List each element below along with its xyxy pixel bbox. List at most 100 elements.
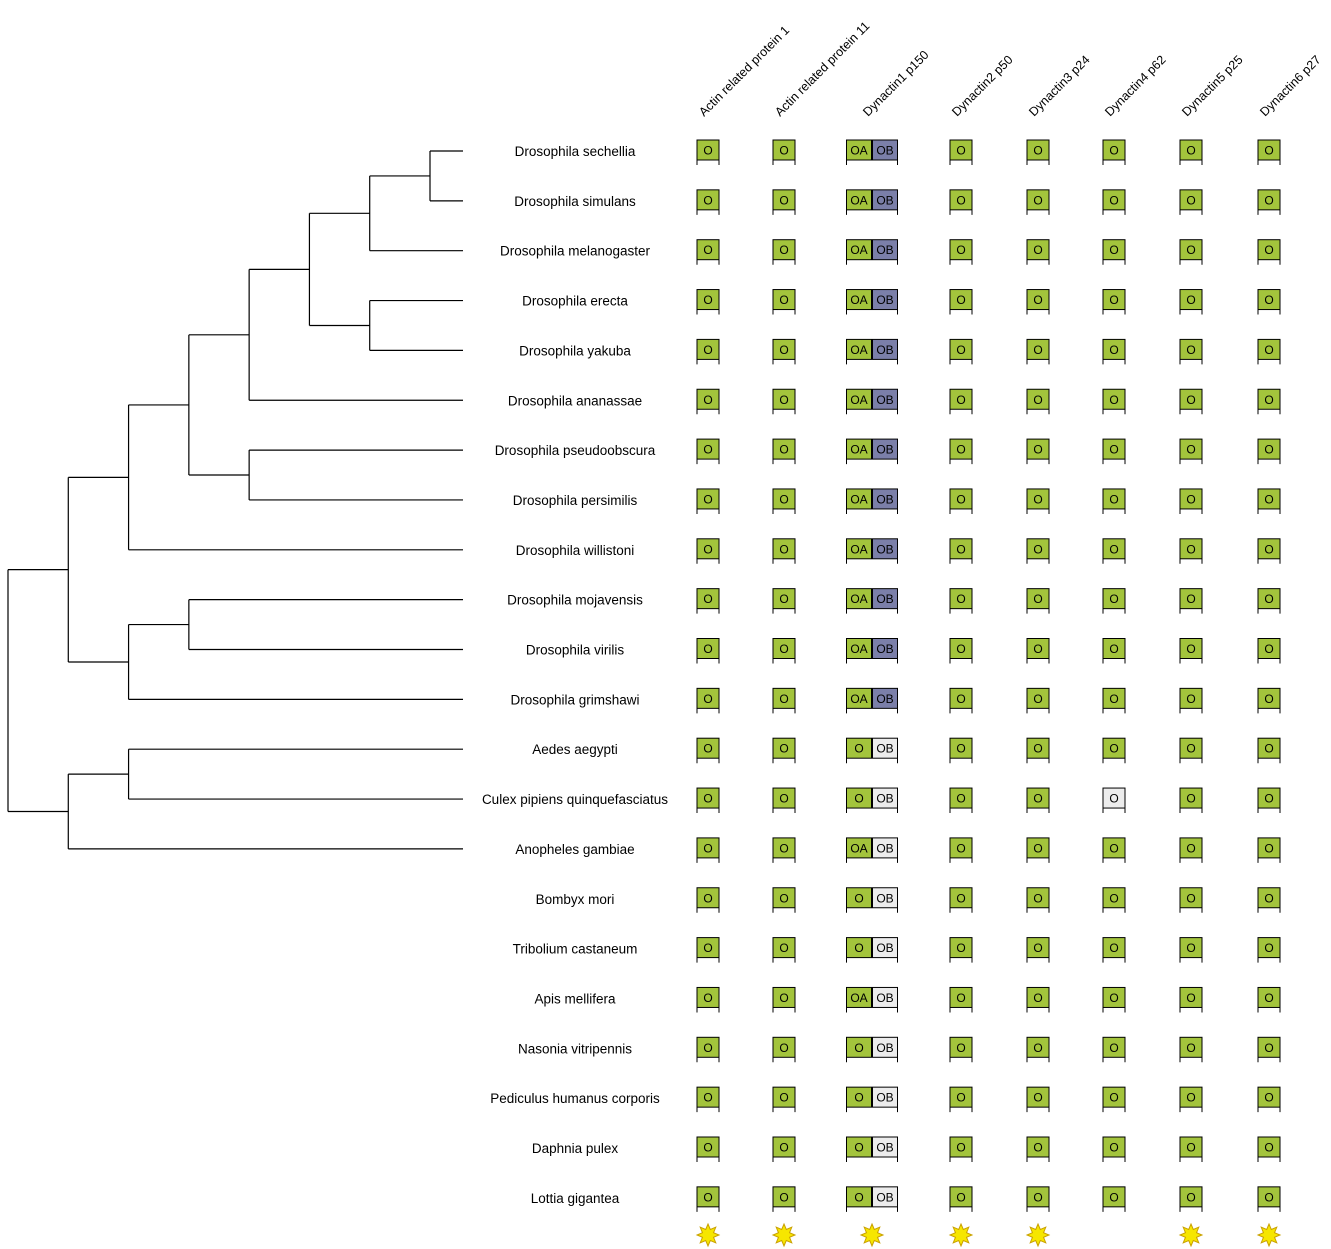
- cell-label: O: [703, 492, 712, 506]
- cell-label: O: [956, 243, 965, 257]
- cell-box: [772, 638, 796, 659]
- cell-label: OA: [850, 393, 867, 407]
- gene-cell: O: [1026, 737, 1050, 764]
- cell-box: [1026, 438, 1050, 460]
- cell-box: [1179, 588, 1203, 610]
- cell-box: [872, 1136, 898, 1158]
- cell-box: [1257, 937, 1281, 959]
- cell-label: O: [703, 692, 712, 706]
- cell-box: [846, 338, 872, 360]
- gene-cell: OB: [872, 139, 898, 161]
- cell-label: OB: [876, 742, 893, 756]
- cell-label: O: [1186, 443, 1195, 457]
- cell-box: [1257, 638, 1281, 659]
- cell-label: OB: [876, 692, 893, 706]
- cell-label: O: [1264, 343, 1273, 357]
- gene-cell: O: [772, 388, 796, 415]
- cell-box: [1179, 488, 1203, 510]
- cell-label: O: [1109, 243, 1118, 257]
- cell-box: [1179, 1086, 1203, 1108]
- cell-label: O: [956, 692, 965, 706]
- gene-cell: O: [1026, 488, 1050, 514]
- gene-cell: O: [696, 388, 720, 415]
- gene-cell: O: [696, 887, 720, 913]
- cell-box: [846, 887, 872, 909]
- gene-cell: O: [696, 239, 720, 265]
- cell-label: OA: [850, 841, 867, 855]
- cell-box: [872, 538, 898, 560]
- star-icon: [859, 1222, 885, 1248]
- cell-label: OA: [850, 193, 867, 207]
- cell-label: O: [779, 1041, 788, 1055]
- cell-label: O: [1033, 941, 1042, 955]
- cell-label: O: [1033, 144, 1042, 158]
- gene-cell: O: [1257, 438, 1281, 465]
- cell-label: OA: [850, 492, 867, 506]
- gene-cell: OA: [846, 588, 872, 610]
- cell-label: O: [1109, 393, 1118, 407]
- cell-label: O: [1264, 393, 1273, 407]
- cell-label: O: [703, 144, 712, 158]
- cell-label: O: [779, 144, 788, 158]
- cell-label: O: [703, 393, 712, 407]
- cell-box: [949, 488, 973, 510]
- cell-box: [949, 1136, 973, 1158]
- gene-cell: O: [949, 139, 973, 165]
- gene-cell: OB: [872, 289, 898, 311]
- cell-box: [872, 438, 898, 460]
- gene-cell: O: [772, 986, 796, 1013]
- cell-label: O: [956, 443, 965, 457]
- species-label: Drosophila melanogaster: [500, 244, 651, 259]
- cell-box: [1102, 338, 1126, 360]
- gene-cell: O: [696, 837, 720, 863]
- cell-box: [1257, 139, 1281, 161]
- cell-box: [696, 638, 720, 659]
- cell-box: [949, 986, 973, 1008]
- species-label: Drosophila sechellia: [515, 144, 636, 159]
- cell-label: O: [1033, 841, 1042, 855]
- cell-label: O: [779, 642, 788, 656]
- cell-box: [949, 887, 973, 909]
- gene-cell: O: [1179, 1036, 1203, 1063]
- cell-label: O: [779, 841, 788, 855]
- gene-cell: O: [1026, 239, 1050, 265]
- cell-box: [1257, 837, 1281, 859]
- gene-cell: O: [772, 1186, 796, 1212]
- gene-cell: O: [1026, 538, 1050, 564]
- cell-box: [1102, 638, 1126, 659]
- species-label: Bombyx mori: [536, 892, 615, 907]
- gene-cell: O: [1179, 1186, 1203, 1212]
- gene-cell: O: [1102, 438, 1126, 465]
- gene-cell: O: [1026, 787, 1050, 814]
- cell-box: [872, 338, 898, 360]
- gene-cell: O: [696, 1086, 720, 1113]
- cell-label: O: [1186, 1141, 1195, 1155]
- cell-box: [696, 1086, 720, 1108]
- cell-label: OB: [876, 243, 893, 257]
- gene-cell: O: [1026, 986, 1050, 1013]
- cell-box: [846, 438, 872, 460]
- phylogenetic-tree: [7, 150, 463, 850]
- cell-box: [1102, 687, 1126, 709]
- gene-cell: O: [1179, 937, 1203, 963]
- gene-cell: O: [949, 588, 973, 614]
- cell-label: O: [956, 393, 965, 407]
- cell-label: O: [1033, 991, 1042, 1005]
- cell-box: [846, 388, 872, 410]
- cell-box: [1026, 289, 1050, 311]
- cell-label: O: [956, 841, 965, 855]
- cell-label: OB: [876, 792, 893, 806]
- cell-label: O: [1033, 492, 1042, 506]
- cell-label: O: [703, 592, 712, 606]
- cell-label: O: [703, 742, 712, 756]
- gene-cell: O: [1026, 438, 1050, 465]
- cell-label: O: [779, 293, 788, 307]
- cell-label: O: [1264, 991, 1273, 1005]
- cell-label: O: [1186, 841, 1195, 855]
- cell-label: O: [1109, 193, 1118, 207]
- gene-cell: O: [949, 1136, 973, 1162]
- gene-cell: O: [1102, 887, 1126, 913]
- cell-label: O: [779, 243, 788, 257]
- cell-box: [949, 787, 973, 809]
- cell-box: [872, 638, 898, 659]
